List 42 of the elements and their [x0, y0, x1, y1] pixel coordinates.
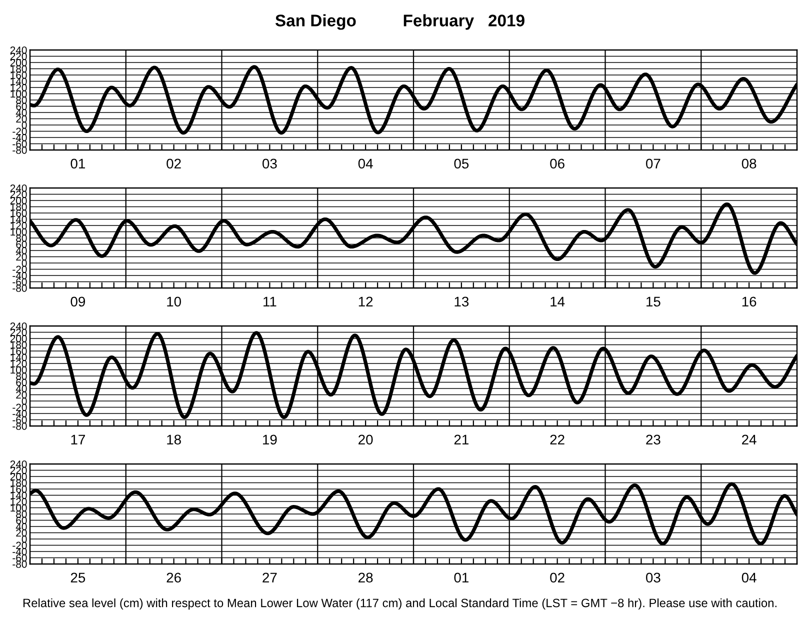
x-tick-label: 28	[358, 572, 373, 583]
x-tick-label: 21	[454, 434, 468, 444]
x-tick-label: 26	[166, 572, 181, 583]
x-tick-label: 16	[742, 296, 756, 307]
x-tick-label: 08	[742, 158, 756, 169]
y-tick-label: -80	[12, 146, 27, 154]
x-tick-label: 27	[262, 572, 277, 582]
x-tick-label: 09	[70, 296, 86, 307]
x-tick-label: 18	[167, 434, 181, 445]
y-tick-label: -60	[12, 416, 27, 424]
x-tick-label: 19	[263, 434, 277, 445]
y-tick-label: -80	[12, 422, 27, 430]
y-tick-label: -80	[12, 284, 27, 292]
y-tick-label: -60	[12, 554, 27, 562]
x-tick-label: 14	[550, 296, 565, 306]
x-tick-label: 15	[646, 296, 660, 307]
x-tick-label: 24	[742, 434, 756, 444]
x-tick-label: 13	[454, 296, 469, 307]
x-tick-label: 10	[167, 296, 181, 307]
x-tick-label: 04	[358, 158, 373, 169]
x-tick-label: 01	[454, 572, 468, 583]
x-tick-label: 03	[262, 158, 277, 169]
x-tick-label: 11	[264, 296, 276, 306]
y-tick-label: -60	[12, 140, 27, 148]
chart-title: San Diego February 2019	[275, 14, 524, 30]
x-tick-label: 20	[358, 434, 373, 445]
x-tick-label: 07	[646, 158, 660, 169]
x-tick-label: 02	[166, 158, 181, 169]
text: Relative sea level (cm) with respect to Mean Lower Low Water (117 cm) and Local Standard Time (LST = GMT −8 hr). Please use with caution.	[23, 598, 776, 610]
y-tick-label: -60	[12, 278, 27, 286]
x-tick-label: 05	[454, 158, 469, 169]
x-tick-label: 01	[70, 158, 85, 169]
x-tick-label: 06	[550, 158, 564, 169]
x-tick-label: 02	[550, 572, 564, 583]
x-tick-label: 23	[646, 434, 660, 445]
y-tick-label: -80	[12, 560, 27, 568]
x-tick-label: 22	[550, 434, 564, 444]
x-tick-label: 04	[742, 572, 756, 583]
x-tick-label: 03	[646, 572, 660, 583]
x-tick-label: 12	[358, 296, 373, 306]
x-tick-label: 17	[71, 434, 85, 444]
x-tick-label: 25	[70, 572, 86, 583]
